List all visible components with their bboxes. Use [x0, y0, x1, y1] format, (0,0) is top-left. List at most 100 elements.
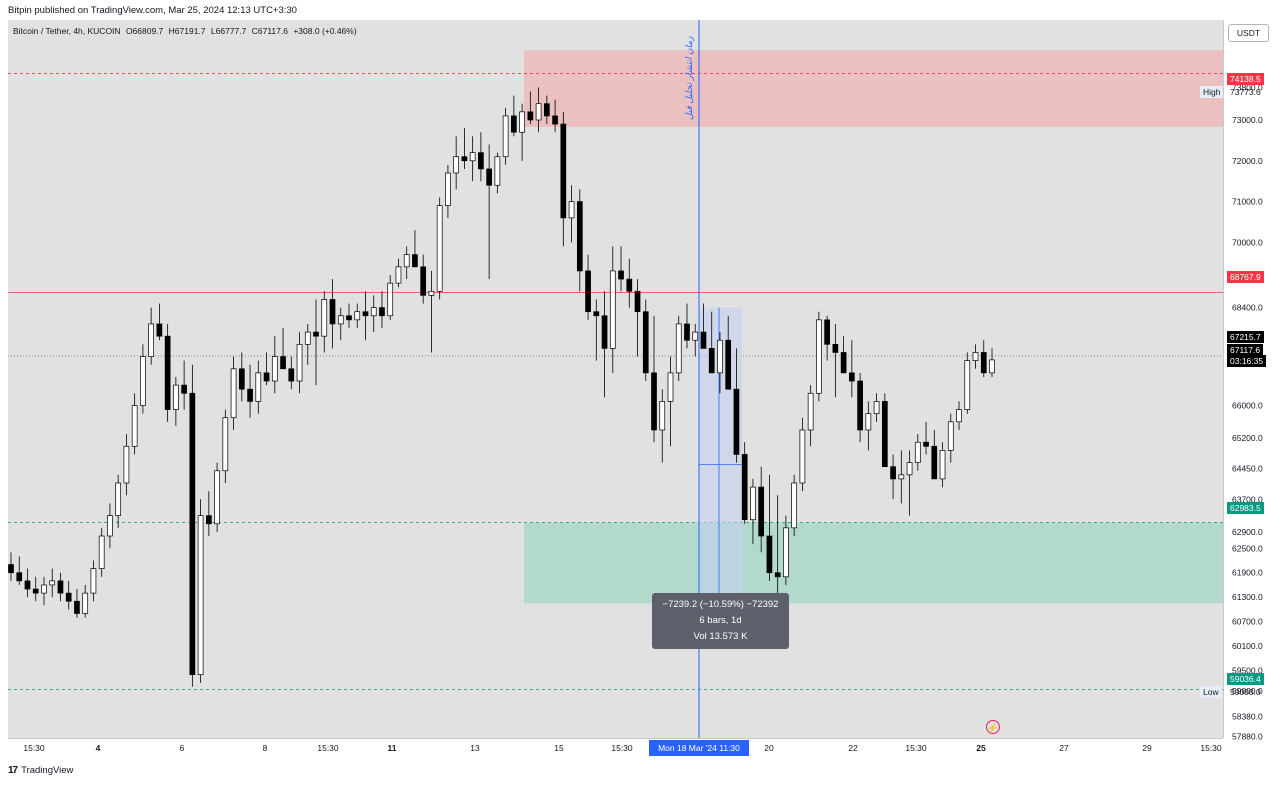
candle-body — [247, 388, 253, 402]
candle-body — [189, 392, 196, 676]
candle-body — [173, 384, 179, 410]
candle-body — [898, 474, 905, 480]
candle-body — [857, 380, 863, 431]
candle-body — [939, 450, 946, 480]
candle-body — [57, 580, 64, 594]
candle-body — [824, 319, 830, 345]
chart-pane[interactable] — [8, 20, 1223, 738]
candle-body — [733, 388, 740, 455]
candle-body — [313, 331, 319, 337]
x-tick-label: 13 — [470, 743, 480, 753]
measure-bars: 6 bars, 1d — [699, 615, 742, 626]
candle-body — [486, 168, 492, 186]
candle-body — [609, 270, 616, 349]
tradingview-brand: TradingView — [21, 765, 74, 776]
analysis-publish-note: زمان انتشار تحلیل قبل — [684, 36, 694, 120]
candle-body — [692, 331, 699, 341]
candle-body — [667, 372, 674, 402]
candle-body — [791, 482, 798, 529]
candle-body — [576, 201, 583, 272]
candle-body — [717, 339, 723, 374]
y-tick-label: 65200.0 — [1232, 433, 1263, 443]
candle-body — [849, 372, 855, 382]
candle-body — [741, 454, 748, 521]
candle-body — [799, 429, 806, 484]
candle-body — [626, 278, 633, 292]
y-tick-label: 63700.0 — [1232, 494, 1263, 504]
candle-body — [535, 103, 542, 121]
tradingview-logo-icon: 17 — [8, 765, 18, 776]
candle-body — [807, 392, 814, 431]
candle-body — [601, 315, 608, 349]
y-tick-label: 57880.0 — [1232, 732, 1263, 742]
candle-body — [947, 421, 954, 451]
candle-body — [74, 600, 80, 614]
candle-body — [41, 584, 47, 594]
candle-body — [511, 115, 517, 133]
candle-body — [758, 486, 765, 537]
candle-body — [156, 323, 163, 337]
candle-body — [420, 266, 427, 296]
current-price-tag: 67215.7 — [1227, 331, 1264, 343]
candle-body — [783, 527, 789, 578]
y-tick-label: 62500.0 — [1232, 543, 1263, 553]
resistance-price-tag: 68767.9 — [1227, 271, 1264, 283]
x-tick-label: 20 — [764, 743, 774, 753]
candle-body — [519, 111, 525, 133]
bar-countdown-tag: 03:16:35 — [1227, 355, 1267, 367]
candle-body — [478, 152, 484, 170]
candle-body — [980, 352, 987, 374]
candle-body — [890, 466, 896, 480]
candle-body — [197, 515, 204, 676]
x-tick-label: 15 — [554, 743, 564, 753]
x-tick-label: 29 — [1142, 743, 1152, 753]
candle-body — [675, 323, 682, 374]
candle-body — [148, 323, 154, 357]
candle-body — [469, 152, 476, 162]
x-tick-label: 4 — [96, 743, 101, 753]
x-tick-label: 15:30 — [611, 743, 633, 753]
candle-body — [684, 323, 690, 341]
candle-body — [543, 103, 550, 117]
candle-body — [395, 266, 402, 284]
x-tick-label: 15:30 — [905, 743, 927, 753]
x-tick-label: 27 — [1059, 743, 1069, 753]
high-value-label: 73773.6 — [1230, 87, 1261, 97]
y-tick-label: 60700.0 — [1232, 617, 1263, 627]
legend-change: +308.0 (+0.46%) — [293, 26, 357, 36]
x-tick-label: 22 — [848, 743, 858, 753]
currency-button[interactable]: USDT — [1228, 24, 1269, 42]
candle-body — [956, 409, 962, 423]
x-tick-label: 6 — [180, 743, 185, 753]
y-tick-label: 59000.0 — [1232, 686, 1263, 696]
time-axis[interactable] — [8, 738, 1223, 758]
candle-body — [774, 572, 781, 578]
candle-body — [453, 156, 460, 174]
price-range-measure[interactable]: −7239.2 (−10.59%) −72392 6 bars, 1d Vol … — [652, 593, 789, 649]
candle-body — [49, 580, 56, 586]
y-tick-label: 70000.0 — [1232, 237, 1263, 247]
candle-body — [750, 486, 756, 521]
candle-body — [634, 290, 641, 313]
legend-close: C67117.6 — [251, 26, 288, 36]
candle-body — [914, 441, 921, 463]
y-tick-label: 71000.0 — [1232, 197, 1263, 207]
candle-body — [568, 201, 575, 219]
candle-body — [585, 270, 591, 313]
candle-body — [766, 535, 773, 574]
candle-body — [725, 339, 732, 390]
candle-body — [436, 205, 443, 292]
lightning-icon[interactable]: ⚡ — [986, 720, 1000, 734]
candle-body — [296, 343, 303, 382]
price-axis[interactable] — [1223, 20, 1273, 738]
upper-zone-price-tag: 74138.5 — [1227, 73, 1264, 85]
candle-body — [337, 315, 344, 325]
candle-body — [263, 372, 270, 382]
y-tick-label: 58380.0 — [1232, 711, 1263, 721]
candle-body — [618, 270, 624, 280]
candle-body — [494, 156, 501, 186]
tradingview-footer[interactable]: 17 TradingView — [8, 765, 73, 776]
x-tick-label: 15:30 — [1200, 743, 1222, 753]
y-tick-label: 61900.0 — [1232, 568, 1263, 578]
